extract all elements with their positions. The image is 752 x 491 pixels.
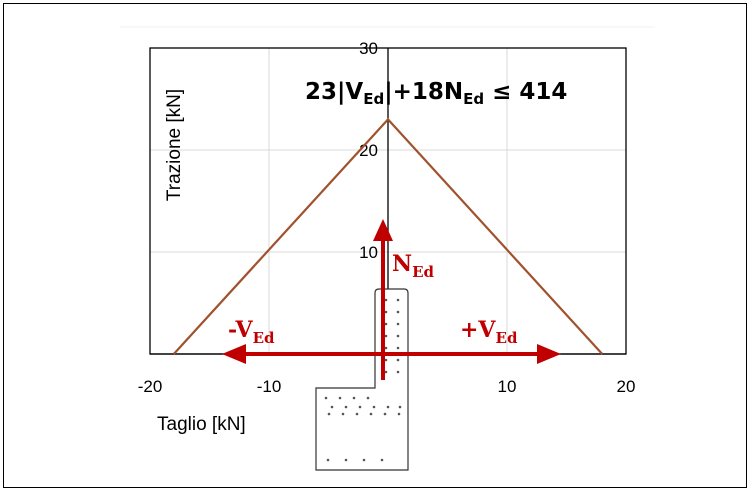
section-dot	[396, 298, 400, 302]
section-dot	[344, 458, 348, 462]
section-dot	[338, 396, 342, 400]
section-dot	[384, 298, 388, 302]
section-dot	[369, 412, 373, 416]
section-dot	[362, 458, 366, 462]
section-dot	[372, 405, 376, 409]
section-dot	[396, 370, 400, 374]
section-dot	[327, 412, 331, 416]
positive-shear-label: +VEd	[460, 317, 518, 347]
x-tick-label: 20	[617, 377, 636, 396]
x-tick-label: -10	[257, 377, 282, 396]
section-dot	[397, 412, 401, 416]
section-dot	[396, 310, 400, 314]
section-dot	[380, 458, 384, 462]
section-dot	[396, 322, 400, 326]
section-dot	[324, 396, 328, 400]
figure-frame	[3, 3, 747, 488]
tick-labels: -20 -10 10 20 10 20 30	[138, 39, 636, 396]
x-axis-title: Taglio [kN]	[157, 414, 246, 435]
section-dot	[366, 396, 370, 400]
section-dot	[384, 322, 388, 326]
y-tick-label: 10	[359, 243, 378, 262]
section-dot	[355, 412, 359, 416]
shear-arrow-right-head	[537, 344, 561, 364]
section-dot	[344, 405, 348, 409]
section-dot	[384, 346, 388, 350]
cross-section-sketch	[315, 288, 409, 471]
section-dot	[330, 405, 334, 409]
section-dot	[326, 458, 330, 462]
section-dot	[398, 405, 402, 409]
normal-force-label: NEd	[392, 251, 435, 281]
section-outline	[315, 288, 409, 471]
section-dot	[396, 358, 400, 362]
section-dot	[384, 358, 388, 362]
y-tick-label: 30	[359, 39, 378, 58]
section-dot	[396, 334, 400, 338]
x-tick-label: -20	[138, 377, 163, 396]
y-tick-label: 20	[359, 141, 378, 160]
section-dot	[396, 346, 400, 350]
section-dot	[352, 396, 356, 400]
interaction-line	[172, 117, 604, 355]
section-dot	[386, 405, 390, 409]
series-layer	[172, 117, 604, 355]
section-dot	[384, 370, 388, 374]
section-dot	[358, 405, 362, 409]
section-dot	[341, 412, 345, 416]
shear-arrow-left-head	[222, 344, 246, 364]
section-dot	[384, 334, 388, 338]
section-dot	[383, 412, 387, 416]
formula-annotation: 23|VEd|+18NEd ≤ 414	[305, 79, 567, 108]
section-dot	[384, 310, 388, 314]
normal-arrow-head	[373, 219, 393, 241]
x-tick-label: 10	[498, 377, 517, 396]
force-arrows	[222, 219, 561, 380]
negative-shear-label: -VEd	[228, 317, 275, 347]
section-dots	[324, 298, 402, 462]
y-axis-title: Trazione [kN]	[164, 89, 185, 201]
